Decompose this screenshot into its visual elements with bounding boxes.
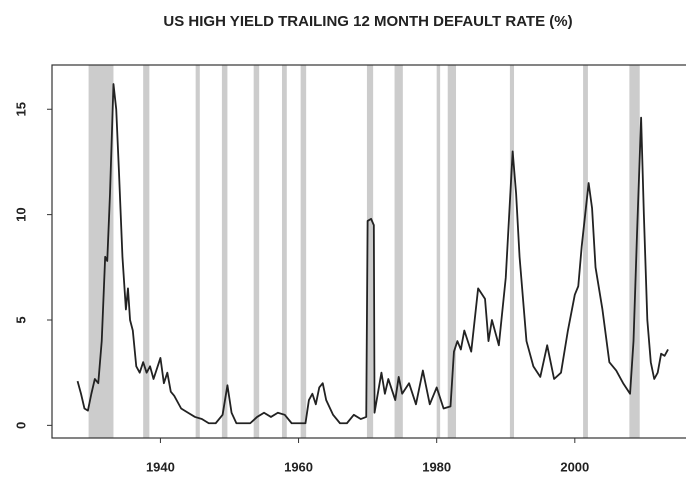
recession-band — [447, 65, 457, 438]
recession-band — [195, 65, 200, 438]
default-rate-line — [76, 83, 669, 425]
x-tick-label: 1980 — [422, 459, 451, 474]
x-tick-label: 1960 — [284, 459, 313, 474]
recession-band — [583, 65, 588, 438]
recession-band — [253, 65, 260, 438]
chart-title: US HIGH YIELD TRAILING 12 MONTH DEFAULT … — [163, 13, 572, 30]
recession-band — [88, 65, 114, 438]
recession-band — [394, 65, 403, 438]
x-tick-label: 1940 — [146, 459, 175, 474]
recession-band — [436, 65, 441, 438]
recession-band — [143, 65, 150, 438]
recession-band — [509, 65, 515, 438]
recession-band — [281, 65, 287, 438]
y-tick-label: 10 — [13, 207, 28, 221]
y-tick-label: 0 — [13, 422, 28, 429]
x-tick-label: 2000 — [560, 459, 589, 474]
recession-band — [300, 65, 307, 438]
y-tick-label: 15 — [13, 102, 28, 116]
recession-band — [366, 65, 374, 438]
recession-band — [629, 65, 640, 438]
plot-frame — [51, 64, 686, 439]
recession-band — [221, 65, 228, 438]
y-tick-label: 5 — [13, 316, 28, 323]
